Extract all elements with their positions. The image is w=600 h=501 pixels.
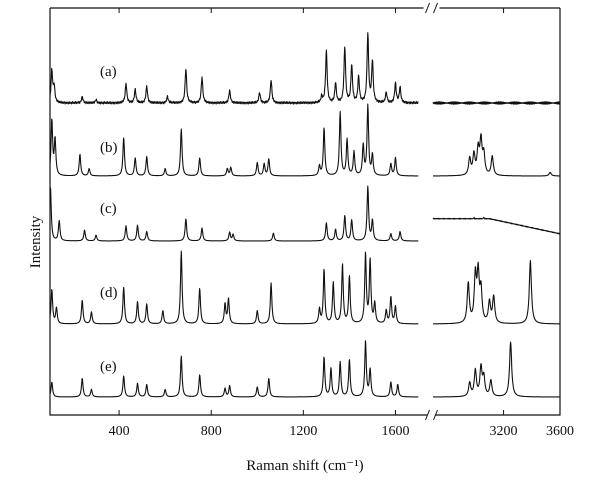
spectrum-line-low (49, 340, 419, 398)
spectrum-c (49, 185, 561, 242)
series-label: (c) (100, 201, 117, 217)
x-axis-label: Raman shift (cm⁻¹) (246, 458, 363, 474)
spectrum-line-low (49, 103, 419, 177)
top-axis-break-mark (425, 2, 438, 14)
spectrum-line-low (49, 250, 419, 325)
spectrum-line-low (49, 185, 419, 242)
spectrum-line-high (432, 259, 561, 325)
series-label: (d) (100, 285, 118, 301)
spectrum-line-low (49, 32, 419, 105)
spectrum-line-high (432, 133, 561, 177)
labels: (a) (b) (c) (d) (e) (100, 64, 118, 375)
series-label: (e) (100, 359, 117, 375)
spectrum-d (49, 250, 561, 325)
y-axis-label: Intensity (28, 215, 44, 268)
series-label: (b) (100, 140, 118, 156)
spectrum-line-high (432, 101, 561, 105)
x-tick-label: 3600 (546, 424, 574, 439)
spectrum-line-high (432, 216, 561, 235)
x-axis-left (49, 8, 428, 416)
axes: 400 800 1200 1600 3200 3600 (49, 2, 574, 439)
x-tick-label: 1600 (381, 424, 409, 439)
x-axis-right (435, 8, 561, 416)
x-tick-label: 3200 (490, 424, 518, 439)
spectra (49, 32, 561, 398)
spectrum-a (49, 32, 561, 105)
x-tick-label: 800 (201, 424, 222, 439)
spectrum-line-high (432, 341, 561, 398)
spectrum-b (49, 103, 561, 177)
spectrum-e (49, 340, 561, 398)
x-tick-label: 400 (109, 424, 130, 439)
x-ticks: 400 800 1200 1600 3200 3600 (109, 8, 574, 439)
series-label: (a) (100, 64, 117, 80)
x-tick-label: 1200 (289, 424, 317, 439)
x-axis-break-mark (425, 409, 438, 421)
